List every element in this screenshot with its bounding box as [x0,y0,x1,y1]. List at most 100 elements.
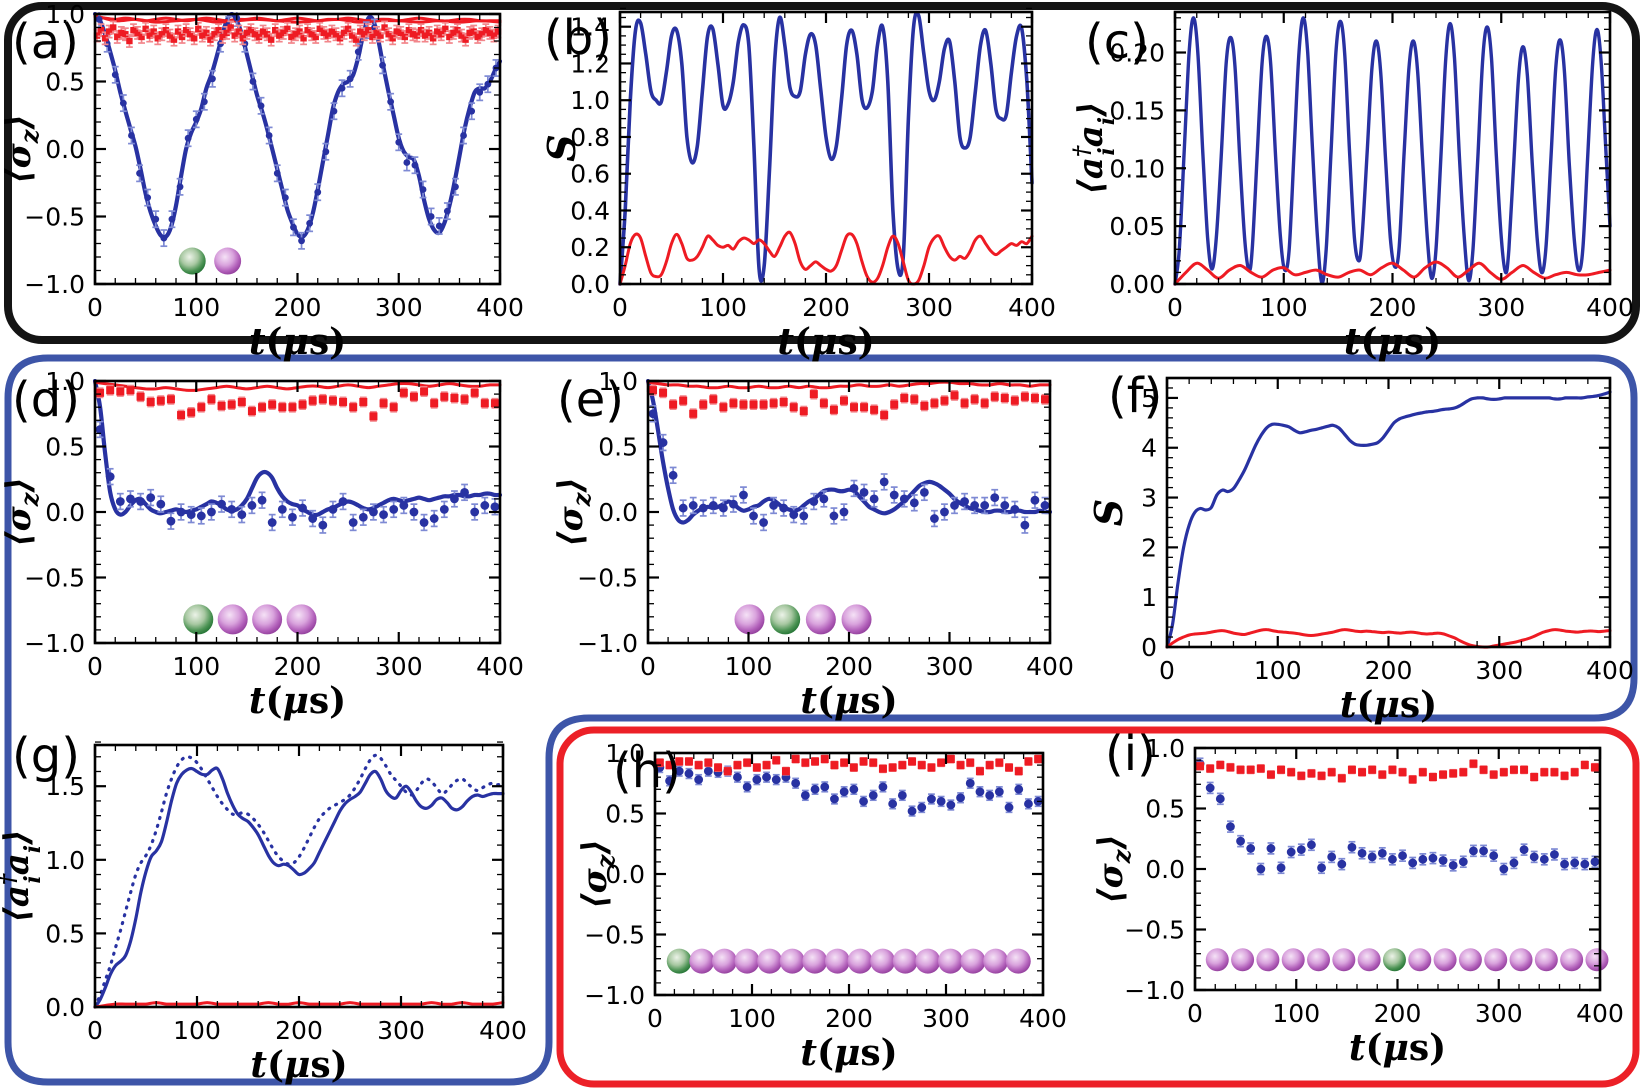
tick-labels: 0 100 200 300 400 −1.0 −0.5 0.0 0.5 1.0 [24,0,524,322]
tick-labels: 0 100 200 300 400 −1.0 −0.5 0.0 0.5 1.0 [584,739,1067,1033]
tick-labels: 0 100 200 300 400 0.00 0.05 0.10 0.15 0.20 [1109,39,1634,322]
svg-text:400: 400 [476,293,524,322]
svg-text:1.0: 1.0 [45,846,85,875]
svg-text:3: 3 [1141,484,1157,513]
blue-points [95,12,500,250]
red-curve [1173,260,1612,286]
svg-text:0.20: 0.20 [1109,39,1165,68]
svg-text:300: 300 [1475,999,1523,1028]
panel-label-c: (c) [1085,14,1149,70]
x-axis-label: t(μs) [249,680,346,722]
x-axis-label: t(μs) [777,321,874,363]
group-abc-border [4,2,1640,344]
svg-text:2: 2 [1141,533,1157,562]
svg-text:−0.5: −0.5 [1124,916,1185,945]
purple-ion-icon [1231,948,1255,972]
svg-text:−0.5: −0.5 [584,921,645,950]
red-curve [618,230,1034,286]
purple-ion-icon [1560,948,1584,972]
purple-ion-icon [689,948,715,974]
red-curve [1165,628,1612,649]
svg-text:400: 400 [1586,293,1634,322]
svg-text:400: 400 [1008,293,1056,322]
blue-points [648,405,1050,534]
svg-text:300: 300 [1475,656,1523,685]
panel-label-h: (h) [613,743,681,799]
svg-text:0.0: 0.0 [1145,855,1185,884]
svg-text:100: 100 [1272,999,1320,1028]
purple-ion-icon [734,948,760,974]
x-axis-label: t(μs) [249,321,346,363]
y-axis-label: ⟨σz⟩ [575,839,620,909]
purple-ion-icon [252,604,283,635]
svg-text:0.0: 0.0 [570,270,610,299]
group-defg-border [4,354,1638,1086]
svg-text:1.0: 1.0 [605,739,645,768]
ticks [618,7,1034,286]
series-group [1165,390,1612,649]
purple-ion-icon [1332,948,1356,972]
purple-ion-icon [983,948,1009,974]
svg-text:100: 100 [699,293,747,322]
x-axis-label: t(μs) [250,1044,347,1086]
y-axis-label: ⟨σz⟩ [1091,834,1136,904]
svg-text:200: 200 [825,652,873,681]
svg-text:−1.0: −1.0 [24,629,85,658]
red-points [93,20,502,48]
green-ion-icon [183,604,214,635]
green-ion-icon [178,247,206,275]
x-axis-label: t(μs) [800,1032,897,1074]
svg-text:⟨σz⟩: ⟨σz⟩ [0,114,44,184]
panel-c: 0 100 200 300 400 0.00 0.05 0.10 0.15 0.20 t(μs) ⟨a… [1069,10,1634,363]
svg-text:0.5: 0.5 [1145,795,1185,824]
panel-f: 0 100 200 300 400 0 1 2 3 4 5 t(μs) S (f) [1086,368,1634,726]
purple-ion-icon [757,948,783,974]
svg-text:400: 400 [1019,1004,1067,1033]
y-axis-label: ⟨σz⟩ [0,477,44,547]
svg-text:4: 4 [1141,434,1157,463]
svg-text:300: 300 [905,293,953,322]
svg-text:300: 300 [922,1004,970,1033]
purple-ion-icon [1357,948,1381,972]
purple-ion-icon [824,948,850,974]
x-axis-label: t(μs) [1344,321,1441,363]
series-group [1173,16,1612,286]
panel-label-g: (g) [12,728,80,784]
ticks [1173,12,1612,286]
svg-text:1.0: 1.0 [598,367,638,396]
panel-e: 0 100 200 300 400 −1.0 −0.5 0.0 0.5 1.0 t(μs) ⟨σz⟩ (… [551,367,1074,722]
svg-text:200: 200 [275,1016,323,1045]
svg-text:100: 100 [173,1016,221,1045]
purple-ion-icon [286,604,317,635]
svg-text:−1.0: −1.0 [24,270,85,299]
ticks [93,741,505,1009]
purple-ion-icon [1534,948,1558,972]
tick-labels: 0 100 200 300 400 0 1 2 3 4 5 [1141,384,1634,685]
svg-text:0: 0 [1167,293,1183,322]
svg-text:0.5: 0.5 [45,919,85,948]
svg-text:400: 400 [1026,652,1074,681]
svg-text:200: 200 [1365,656,1413,685]
x-axis-label: t(μs) [1340,684,1437,726]
svg-text:0: 0 [647,1004,663,1033]
blue-curve-dotted [93,753,505,1009]
svg-text:200: 200 [1374,999,1422,1028]
series-group [618,10,1034,286]
ticks [646,379,1052,645]
purple-ion-icon [1256,948,1280,972]
purple-ion-icon [1408,948,1432,972]
purple-ion-icon [892,948,918,974]
purple-ion-icon [214,247,242,275]
red-points [655,754,1043,776]
svg-text:300: 300 [375,293,423,322]
blue-points [1195,757,1600,876]
panel-a: 0 100 200 300 400 −1.0 −0.5 0.0 0.5 1.0 t(μs) ⟨σz⟩ (… [0,0,524,363]
svg-text:⟨a†iai⟩: ⟨a†iai⟩ [0,829,46,922]
red-points [1196,759,1599,784]
y-axis-label: ⟨a†iai⟩ [0,829,46,922]
tick-labels: 0 100 200 300 400 0.0 0.2 0.4 0.6 0.8 1.0 1.2 1.4 [570,13,1056,322]
svg-text:300: 300 [1477,293,1525,322]
svg-text:400: 400 [1586,656,1634,685]
